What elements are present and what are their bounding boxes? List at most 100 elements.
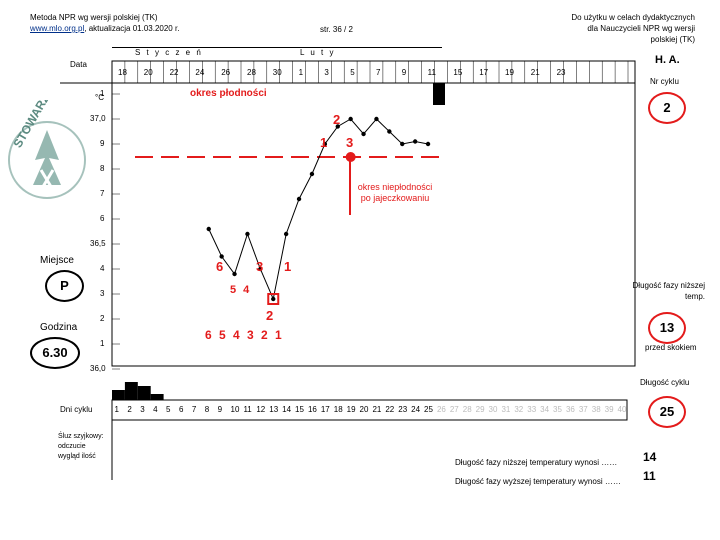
temperature-point (322, 141, 328, 147)
cycle-day-cell: 30 (488, 405, 498, 414)
menstruation-bar (137, 386, 151, 400)
temperature-tick-label: 3 (100, 289, 105, 298)
fertile-period-label: okres płodności (190, 88, 267, 99)
cycle-day-cell: 6 (178, 405, 184, 414)
temperature-point (348, 116, 353, 122)
temperature-tick-label: 1 (100, 339, 105, 348)
temperature-point (258, 266, 263, 272)
temperature-point (232, 271, 237, 277)
cycle-day-cell: 33 (527, 405, 537, 414)
cycle-day-cell: 15 (295, 405, 304, 414)
mucus-label: Śluz szyjkowy: odczucie wygląd ilość (58, 433, 104, 460)
temperature-point (374, 116, 379, 122)
cycle-day-cell: 26 (436, 405, 446, 414)
month-first: S t y c z e ń (135, 48, 203, 57)
update-date: , aktualizacja 01.03.2020 r. (84, 24, 180, 33)
temperature-point (335, 124, 340, 129)
date-cell: 7 (376, 68, 381, 77)
lower-phase-length-text: Długość fazy niższej temperatury wynosi … (455, 458, 618, 467)
menstruation-bar (112, 390, 125, 400)
cycle-day-cell: 12 (256, 405, 266, 414)
cycle-day-cell: 5 (166, 405, 171, 414)
menstruation-marker-top (433, 83, 445, 105)
date-cell: 5 (350, 68, 355, 77)
cycle-day-cell: 39 (604, 405, 614, 414)
header-left: Metoda NPR wg wersji polskiej (TK) www.m… (30, 12, 179, 34)
cycle-day-cell: 18 (333, 405, 343, 414)
low-mark-1: 1 (284, 259, 292, 274)
cycle-day-cell: 20 (359, 405, 369, 414)
temperature-point (271, 296, 276, 302)
cycle-day-cell: 3 (140, 405, 145, 414)
cycle-day-cell: 7 (191, 405, 197, 414)
cycle-day-cell: 13 (269, 405, 279, 414)
cycle-day-cell: 22 (385, 405, 395, 414)
cycle-day-cell: 10 (230, 405, 240, 414)
date-cell: 15 (453, 68, 463, 77)
temperature-point (412, 139, 418, 144)
low-phase-numbers: 6 5 4 3 2 1 (205, 328, 284, 342)
temperature-point (296, 196, 302, 202)
date-cell: 3 (324, 68, 329, 77)
temperature-point (387, 129, 392, 134)
temperature-tick-label: 36,5 (90, 239, 106, 248)
cycle-day-cell: 1 (114, 405, 119, 414)
cycle-day-cell: 25 (424, 405, 433, 414)
cycle-day-cell: 38 (591, 405, 601, 414)
date-cell: 22 (169, 68, 179, 77)
cycle-day-cell: 31 (501, 405, 511, 414)
temperature-point (283, 231, 289, 237)
date-cell: 17 (479, 68, 489, 77)
before-rise-label: przed skokiem (645, 343, 697, 352)
temperature-tick-label: 4 (100, 264, 105, 273)
peak-mark-2: 2 (333, 112, 341, 127)
cycle-day-cell: 32 (514, 405, 524, 414)
cycle-day-cell: 8 (204, 405, 210, 414)
temperature-point (425, 141, 431, 147)
cycle-day-cell: 21 (372, 405, 382, 414)
menstruation-bar (150, 394, 164, 400)
header-right: Do użytku w celach dydaktycznych dla Nau… (571, 13, 695, 44)
page-number: str. 36 / 2 (320, 25, 353, 34)
date-cell: 1 (298, 68, 304, 77)
temperature-point (361, 131, 366, 137)
temperature-tick-label: 2 (100, 314, 105, 323)
peak-mark-3: 3 (346, 135, 354, 150)
temperature-tick-label: 36,0 (90, 364, 106, 373)
temperature-point (309, 171, 315, 177)
temperature-tick-label: 8 (100, 164, 105, 173)
organization-seal-logo: STOWARZYSZ (8, 100, 86, 199)
hour-value: 6.30 (30, 337, 80, 369)
low-mark-2: 2 (266, 308, 274, 323)
cycle-length-value: 25 (648, 396, 686, 428)
cycle-day-cell: 35 (553, 405, 562, 414)
cycle-day-cell: 19 (346, 405, 356, 414)
cycle-day-cell: 16 (307, 405, 317, 414)
infertile-period-label: okres niepłodności po jajeczkowaniu (355, 182, 435, 204)
cycle-day-cell: 36 (565, 405, 575, 414)
temperature-point (400, 141, 405, 147)
cycle-day-cell: 4 (153, 405, 158, 414)
upper-phase-length-text: Długość fazy wyższej temperatury wynosi … (455, 477, 621, 486)
low-phase-length-label: Długość fazy niższej temp. (632, 281, 705, 301)
date-cell: 24 (195, 68, 205, 77)
peak-mark-1: 1 (320, 135, 328, 150)
menstruation-bar (124, 382, 138, 400)
cycle-length-label: Długość cyklu (640, 378, 690, 387)
temperature-point (206, 226, 211, 232)
cycle-number-value: 2 (648, 92, 686, 124)
cycle-day-cell: 9 (217, 405, 223, 414)
celsius-label: °C (95, 93, 104, 102)
temperature-tick-label: 9 (100, 139, 105, 148)
cycle-day-cell: 23 (398, 405, 408, 414)
cycle-day-cell: 14 (282, 405, 292, 414)
date-label: Data (70, 60, 87, 69)
low-mark-54: 5 4 (230, 284, 252, 296)
cycle-day-cell: 11 (243, 405, 252, 414)
temperature-tick-label: 37,0 (90, 114, 106, 123)
date-cell: 18 (118, 68, 127, 77)
temperature-point (245, 231, 250, 237)
website-link[interactable]: www.mlo.org.pl (30, 24, 85, 33)
cycle-day-cell: 24 (411, 405, 421, 414)
